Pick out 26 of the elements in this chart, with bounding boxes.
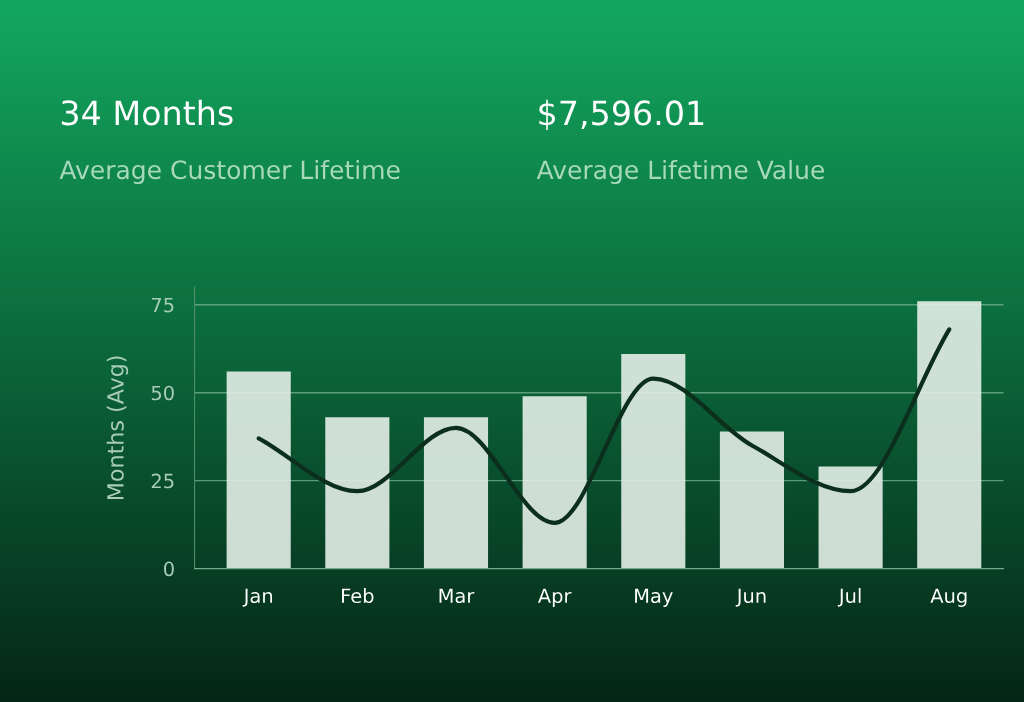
y-tick-label: 0 [164, 561, 174, 577]
bar [917, 301, 982, 569]
x-tick-label: Apr [537, 588, 572, 607]
bar [423, 417, 489, 569]
x-tick-label: Mar [439, 588, 475, 604]
bar [621, 353, 686, 569]
x-tick-label: Jan [242, 588, 273, 607]
text: Average Lifetime Value [536, 159, 824, 185]
y-tick-label: 50 [151, 385, 174, 401]
y-axis-title: Months (Avg) [106, 356, 129, 500]
bar [325, 417, 390, 569]
x-tick-label: Feb [342, 588, 374, 604]
x-tick-label: May [635, 588, 673, 607]
x-tick-label: Aug [930, 588, 967, 607]
text: $7,596.01 [539, 99, 704, 130]
y-tick-label: 75 [151, 297, 174, 313]
text: Average Customer Lifetime [59, 159, 400, 185]
bar [522, 396, 587, 569]
text: 34 Months [61, 99, 233, 126]
line-series [256, 327, 952, 525]
bar [719, 431, 785, 569]
x-tick-label: Jun [735, 588, 766, 607]
bar [818, 466, 883, 569]
bar [226, 371, 291, 569]
y-tick-label: 25 [151, 473, 174, 489]
x-tick-label: Jul [837, 588, 861, 607]
